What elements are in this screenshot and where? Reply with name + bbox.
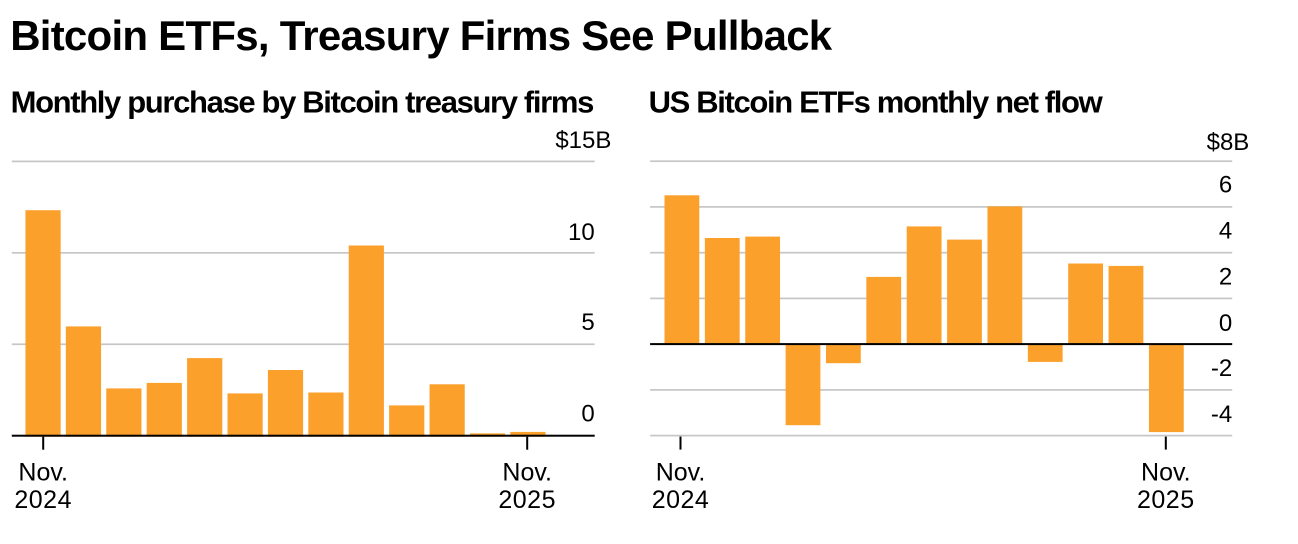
svg-text:2025: 2025 <box>1137 486 1195 514</box>
svg-text:Bitcoin ETFs, Treasury Firms S: Bitcoin ETFs, Treasury Firms See Pullbac… <box>10 12 833 59</box>
svg-text:2024: 2024 <box>652 486 710 514</box>
svg-text:5: 5 <box>581 309 594 336</box>
svg-text:-2: -2 <box>1211 355 1232 382</box>
svg-text:2025: 2025 <box>498 486 556 514</box>
svg-text:4: 4 <box>1219 218 1232 245</box>
svg-text:$8B: $8B <box>1207 129 1250 156</box>
svg-text:US Bitcoin ETFs monthly net fl: US Bitcoin ETFs monthly net flow <box>649 85 1104 120</box>
svg-text:0: 0 <box>1219 310 1232 337</box>
svg-text:Nov.: Nov. <box>656 458 706 486</box>
svg-text:6: 6 <box>1219 172 1232 199</box>
svg-text:$15B: $15B <box>555 127 611 154</box>
svg-text:Nov.: Nov. <box>1141 458 1191 486</box>
svg-text:2024: 2024 <box>14 486 72 514</box>
svg-text:2: 2 <box>1219 264 1232 291</box>
svg-text:Monthly purchase by Bitcoin tr: Monthly purchase by Bitcoin treasury fir… <box>11 85 593 120</box>
svg-text:0: 0 <box>581 401 594 428</box>
svg-text:Nov.: Nov. <box>502 458 552 486</box>
svg-text:10: 10 <box>568 219 595 246</box>
svg-text:Nov.: Nov. <box>18 458 68 486</box>
svg-text:-4: -4 <box>1211 401 1232 428</box>
